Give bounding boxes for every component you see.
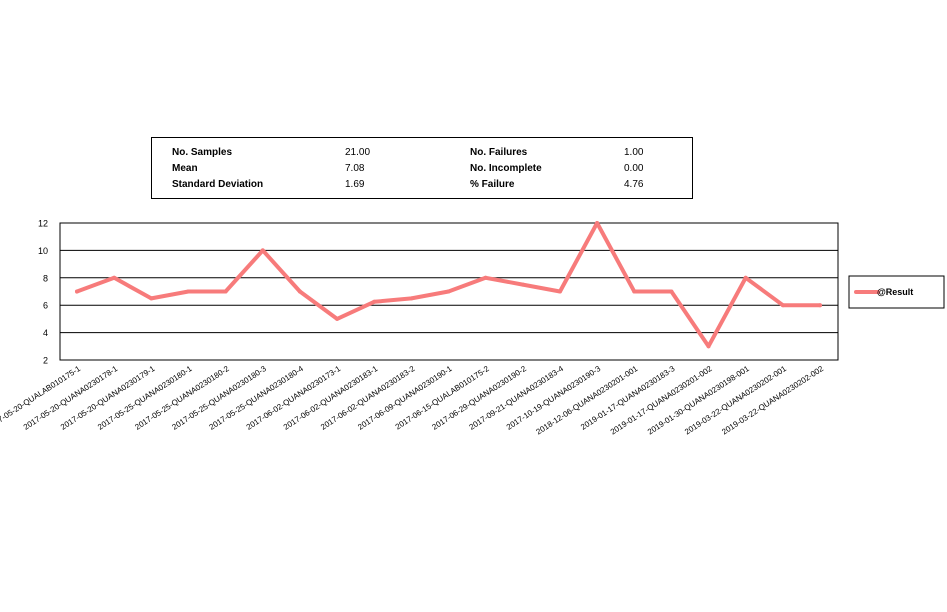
stat-label-samples: No. Samples [172,147,233,158]
data-point [149,296,154,301]
stat-value-percent-failure: 4.76 [624,179,644,190]
y-axis: 2 4 6 8 10 12 [38,219,48,366]
legend: @Result [848,275,945,309]
stat-value-samples: 21.00 [345,147,371,158]
statistics-box: No. Samples 21.00 Mean 7.08 Standard Dev… [151,137,693,199]
data-point [632,289,637,294]
stat-label-percent-failure: % Failure [470,179,515,190]
data-point [223,289,228,294]
data-point [446,289,451,294]
y-tick-label: 12 [38,219,48,229]
stat-label-failures: No. Failures [470,147,528,158]
stat-label-incomplete: No. Incomplete [470,163,542,174]
y-tick-label: 8 [43,273,48,283]
series-line-result [75,221,822,349]
stat-label-mean: Mean [172,163,198,174]
stat-label-std-dev: Standard Deviation [172,179,264,190]
data-point [75,289,79,294]
stat-value-mean: 7.08 [345,163,365,174]
series-layer [75,221,822,349]
y-tick-label: 10 [38,246,48,256]
data-point [260,248,265,253]
data-point [818,303,822,308]
data-point [335,316,340,321]
plot-area [59,222,839,361]
data-point [297,289,302,294]
legend-label: @Result [877,287,913,297]
data-point [483,275,488,280]
data-point [595,221,600,225]
stat-value-std-dev: 1.69 [345,179,365,190]
data-point [706,344,711,349]
data-point [409,296,414,301]
y-tick-label: 4 [43,328,48,338]
data-point [557,289,562,294]
data-point [372,299,377,304]
data-point [669,289,674,294]
x-axis: 2017-05-20-QUALAB010175-12017-05-20-QUAN… [0,364,826,437]
data-point [186,289,191,294]
stat-value-incomplete: 0.00 [624,163,644,174]
y-tick-label: 6 [43,301,48,311]
data-point [780,303,785,308]
data-point [743,275,748,280]
data-point [520,282,525,287]
y-tick-label: 2 [43,356,48,366]
stat-value-failures: 1.00 [624,147,644,158]
data-point [112,275,117,280]
